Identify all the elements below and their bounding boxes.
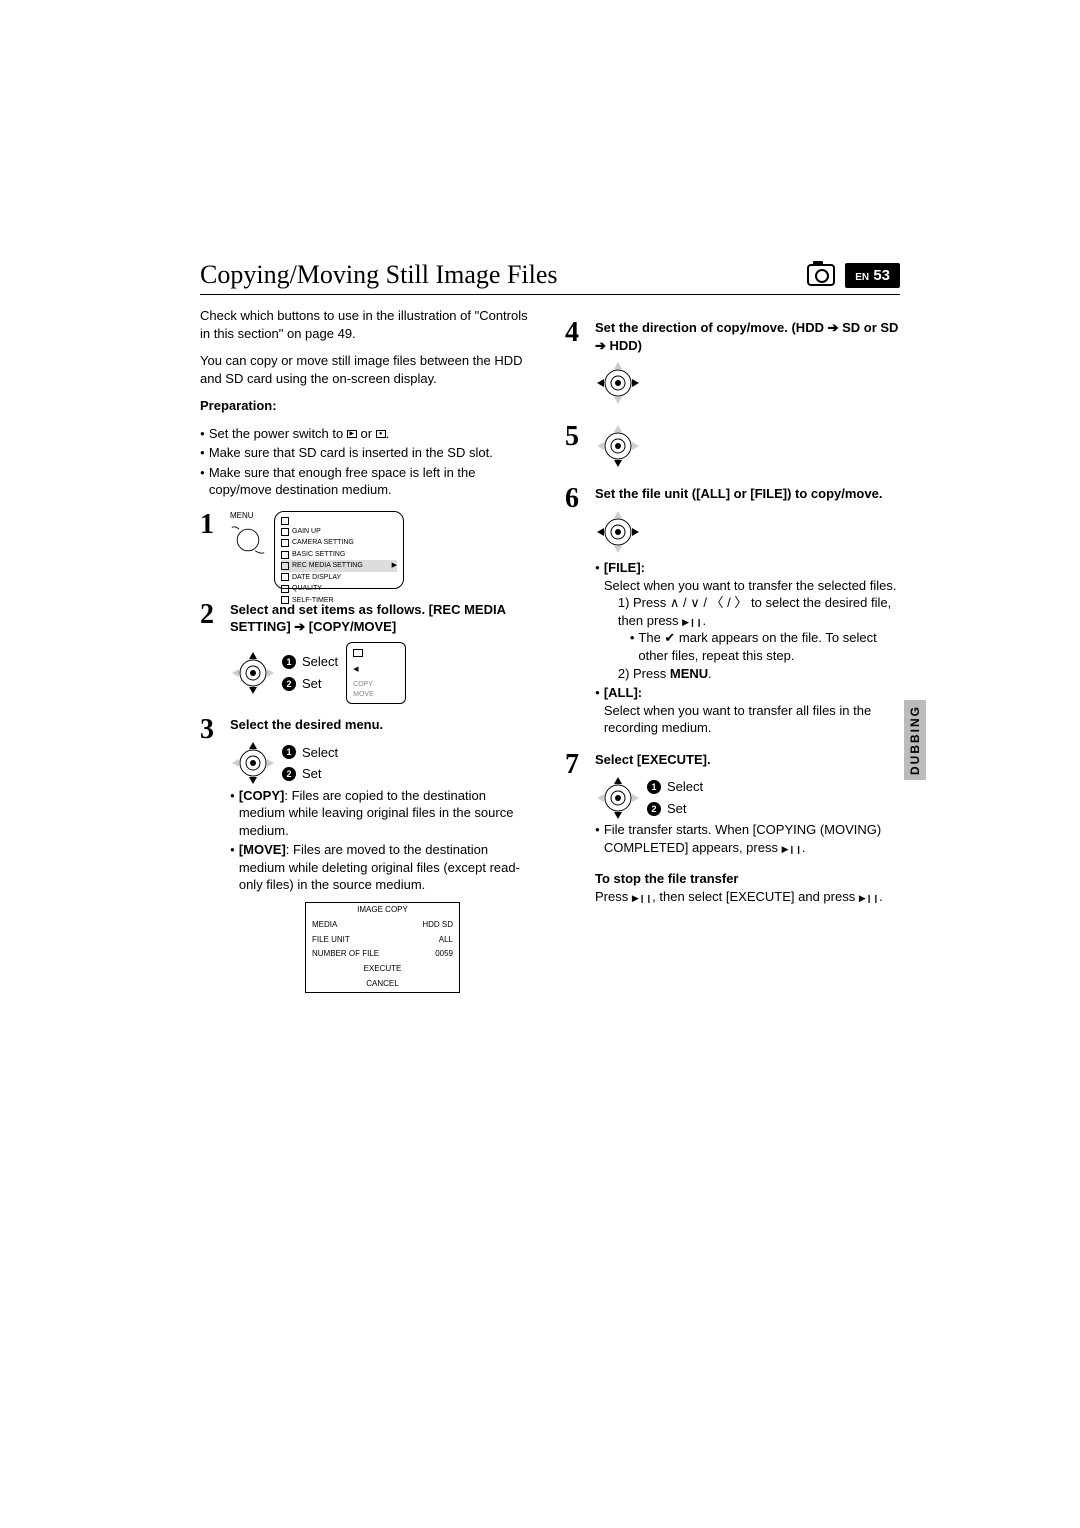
menu-button-diagram: MENU (230, 511, 266, 562)
prep-item-1: Set the power switch to ▶ or ●. (200, 425, 535, 443)
copy-desc: [COPY]: Files are copied to the destinat… (230, 787, 535, 840)
page-number-badge: EN 53 (845, 263, 900, 288)
preparation-heading: Preparation: (200, 397, 535, 415)
prep-item-2: Make sure that SD card is inserted in th… (200, 444, 535, 462)
all-option: [ALL]: Select when you want to transfer … (595, 684, 900, 737)
step-5: 5 (565, 423, 900, 474)
file-option: [FILE]: Select when you want to transfer… (595, 559, 900, 682)
move-desc: [MOVE]: Files are moved to the destinati… (230, 841, 535, 894)
right-column: 4 Set the direction of copy/move. (HDD ➔… (565, 307, 900, 993)
rec-mode-icon: ● (376, 430, 386, 438)
header-right: EN 53 (807, 263, 900, 288)
dpad-lr-icon (595, 509, 641, 555)
step-7: 7 Select [EXECUTE]. 1Select 2Set File tr… (565, 751, 900, 906)
step-2: 2 Select and set items as follows. [REC … (200, 601, 535, 704)
play-pause-icon (632, 889, 639, 904)
intro-p2: You can copy or move still image files b… (200, 352, 535, 387)
image-copy-table: IMAGE COPY MEDIAHDD SD FILE UNITALL NUMB… (305, 902, 460, 993)
dpad-lr-icon (595, 360, 641, 406)
menu-screen: GAIN UP CAMERA SETTING BASIC SETTING REC… (274, 511, 404, 589)
dpad-icon (595, 775, 641, 821)
camera-mini-icon (353, 649, 363, 657)
page-title: Copying/Moving Still Image Files (200, 260, 558, 290)
step-3: 3 Select the desired menu. 1Select 2Set … (200, 716, 535, 993)
play-mode-icon: ▶ (347, 430, 357, 438)
intro-p1: Check which buttons to use in the illust… (200, 307, 535, 342)
stop-text: Press , then select [EXECUTE] and press … (595, 888, 900, 906)
step-6: 6 Set the file unit ([ALL] or [FILE]) to… (565, 485, 900, 739)
stop-heading: To stop the file transfer (595, 870, 900, 888)
camera-mini-icon (281, 517, 289, 525)
dpad-icon (230, 740, 276, 786)
dpad-icon (230, 650, 276, 696)
content-columns: Check which buttons to use in the illust… (200, 307, 900, 993)
prep-item-3: Make sure that enough free space is left… (200, 464, 535, 499)
copy-move-submenu: ◀ COPY MOVE (346, 642, 406, 704)
step-1: 1 MENU GAIN UP CAMERA SETTING BASIC SETT… (200, 511, 535, 589)
dpad-down-icon (595, 423, 641, 469)
step7-result: File transfer starts. When [COPYING (MOV… (595, 821, 900, 856)
camera-icon (807, 264, 835, 286)
section-tab: DUBBING (904, 700, 926, 780)
left-column: Check which buttons to use in the illust… (200, 307, 535, 993)
step-4: 4 Set the direction of copy/move. (HDD ➔… (565, 319, 900, 411)
play-pause-icon (782, 840, 789, 855)
page-header: Copying/Moving Still Image Files EN 53 (200, 260, 900, 295)
